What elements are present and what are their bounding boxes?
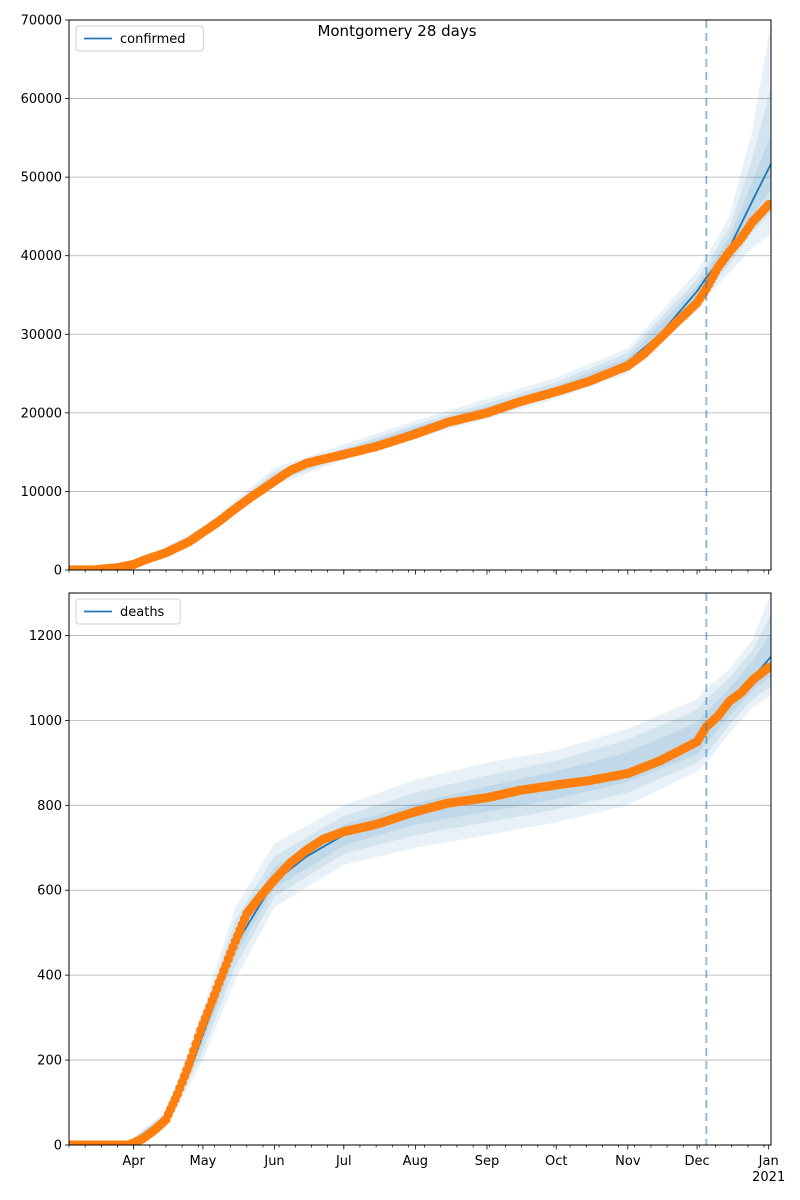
uncertainty-band bbox=[69, 633, 771, 1145]
observed-series bbox=[69, 662, 771, 1145]
y-tick-label: 1200 bbox=[29, 629, 62, 644]
y-tick-label: 50000 bbox=[21, 171, 62, 186]
x-tick-label: May bbox=[189, 1154, 216, 1169]
y-tick-label: 30000 bbox=[21, 328, 62, 343]
x-tick-label: Sep bbox=[475, 1154, 500, 1169]
legend-label: deaths bbox=[120, 605, 165, 620]
y-tick-label: 70000 bbox=[21, 14, 62, 29]
legend-box bbox=[75, 598, 181, 625]
y-tick-label: 40000 bbox=[21, 249, 62, 264]
y-tick-label: 0 bbox=[54, 1139, 62, 1154]
x-tick-label: Apr bbox=[122, 1154, 145, 1169]
axes-frame bbox=[68, 19, 772, 571]
x-tick-year-label: 2021 bbox=[752, 1170, 785, 1185]
x-tick-label: Jan bbox=[758, 1154, 779, 1169]
y-tick-label: 800 bbox=[37, 799, 62, 814]
y-tick-label: 400 bbox=[37, 969, 62, 984]
y-tick-label: 1000 bbox=[29, 714, 62, 729]
x-tick-label: Nov bbox=[615, 1154, 641, 1169]
deaths-panel: 0 200 400 600 800 1000 1200 Apr May Jun Jul Aug Sep O… bbox=[29, 592, 785, 1185]
legend-label: confirmed bbox=[120, 32, 186, 47]
y-tick-label: 10000 bbox=[21, 485, 62, 500]
y-tick-label: 0 bbox=[54, 564, 62, 579]
x-tick-label: Jul bbox=[335, 1154, 352, 1169]
legend: deaths bbox=[75, 598, 181, 625]
x-tick-label: Aug bbox=[403, 1154, 428, 1169]
y-tick-label: 600 bbox=[37, 884, 62, 899]
legend: confirmed bbox=[75, 25, 204, 52]
observed-point bbox=[764, 662, 771, 672]
observed-point bbox=[764, 200, 771, 210]
y-tick-label: 20000 bbox=[21, 406, 62, 421]
x-tick-label: Oct bbox=[545, 1154, 567, 1169]
x-tick-label: Jun bbox=[263, 1154, 284, 1169]
observed-series bbox=[69, 200, 771, 570]
axes-frame bbox=[68, 592, 772, 1146]
confirmed-panel: 0 10000 20000 30000 40000 50000 60000 70000 conf… bbox=[21, 14, 772, 579]
y-tick-label: 200 bbox=[37, 1054, 62, 1069]
legend-box bbox=[75, 25, 204, 52]
figure-title: Montgomery 28 days bbox=[317, 22, 476, 40]
y-tick-label: 60000 bbox=[21, 92, 62, 107]
x-tick-label: Dec bbox=[685, 1154, 710, 1169]
